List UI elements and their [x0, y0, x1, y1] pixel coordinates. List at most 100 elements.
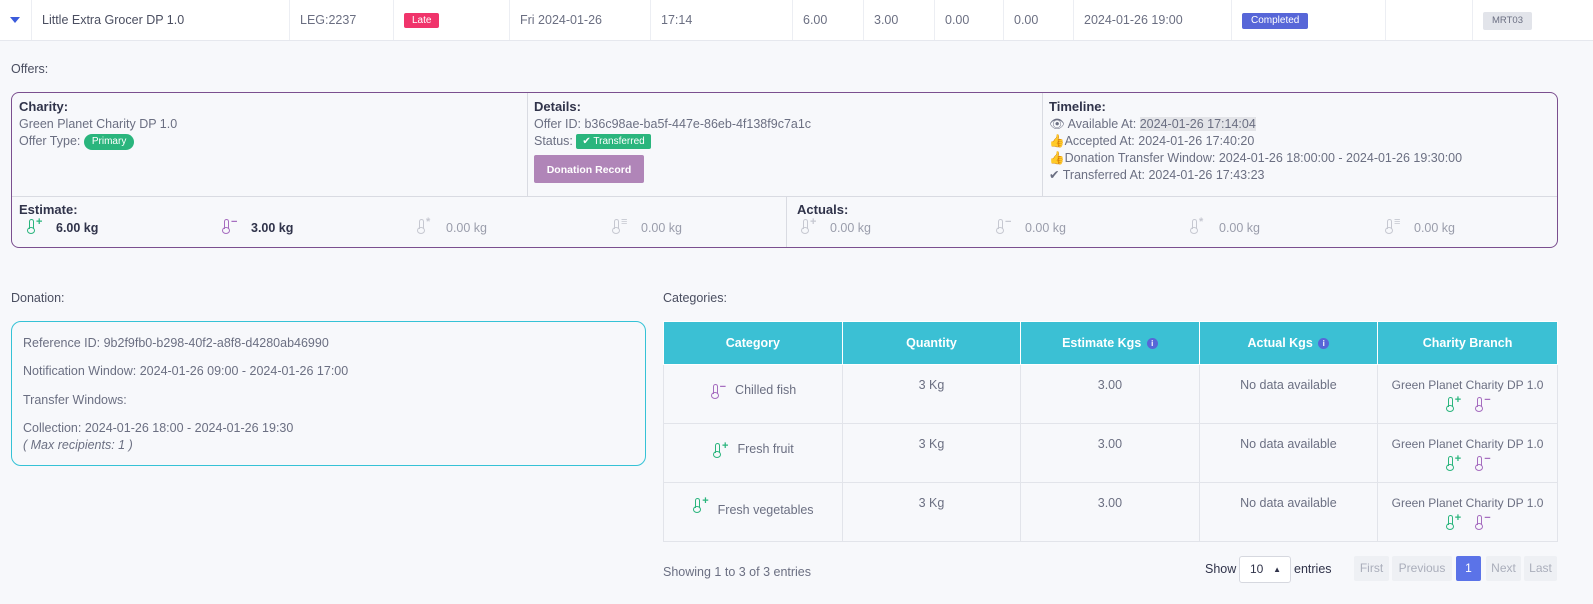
offer-id: Offer ID: b36c98ae-ba5f-447e-86eb-4f138f…: [534, 117, 812, 131]
thumbs-up-icon: 👍: [1049, 151, 1065, 165]
details-heading: Details:: [534, 99, 581, 114]
actual-fresh: + 0.00 kg: [800, 217, 871, 235]
thermometer-plus-icon: +: [1445, 513, 1461, 530]
quantity-value: 3 Kg: [918, 378, 945, 392]
thermometer-minus-icon: −: [710, 382, 726, 399]
category-name: Chilled fish: [735, 383, 797, 398]
category-cell: − Chilled fish: [663, 364, 843, 424]
quantity-value: 3 Kg: [918, 437, 945, 451]
thermometer-plus-icon: +: [1445, 454, 1461, 471]
estimate-section: Estimate: + 6.00 kg − 3.00 kg * 0.00 kg …: [12, 196, 786, 247]
thermometer-snow-icon: *: [416, 217, 432, 234]
status-cell: Completed: [1231, 0, 1386, 40]
table-header-row: Category Quantity Estimate Kgs i Actual …: [663, 321, 1558, 365]
estimate-fresh: + 6.00 kg: [26, 217, 98, 235]
actuals-heading: Actuals:: [797, 202, 849, 217]
header-quantity[interactable]: Quantity: [841, 321, 1022, 365]
code-cell: MRT03: [1472, 0, 1593, 40]
transferred-label: Transferred At:: [1062, 168, 1145, 182]
row-date: Fri 2024-01-26: [509, 0, 651, 40]
divider: [786, 196, 787, 247]
branch-name: Green Planet Charity DP 1.0: [1391, 378, 1544, 392]
transferred-badge: ✔ Transferred: [576, 134, 651, 150]
primary-pill: Primary: [83, 133, 135, 150]
header-estimate-label: Estimate Kgs: [1062, 336, 1142, 350]
category-cell: + Fresh fruit: [663, 423, 843, 483]
first-page-button[interactable]: First: [1354, 556, 1389, 581]
donation-label: Donation:: [11, 291, 65, 305]
show-label: Show: [1205, 562, 1237, 576]
thermometer-plus-icon: +: [1445, 395, 1461, 412]
completed-badge: Completed: [1242, 12, 1309, 29]
page-1-button[interactable]: 1: [1456, 556, 1481, 581]
estimate-value: 3.00: [1097, 496, 1123, 510]
actual-value: 0.00 kg: [830, 221, 872, 235]
thermometer-minus-icon: −: [1474, 513, 1491, 530]
estimate-cell: 3.00: [1020, 482, 1200, 542]
donation-record-button[interactable]: Donation Record: [534, 155, 644, 183]
header-branch[interactable]: Charity Branch: [1377, 321, 1558, 365]
collection-window: Collection: 2024-01-26 18:00 - 2024-01-2…: [23, 421, 294, 435]
next-page-button[interactable]: Next: [1486, 556, 1521, 581]
available-value: 2024-01-26 17:14:04: [1139, 117, 1256, 131]
last-page-button[interactable]: Last: [1524, 556, 1557, 581]
info-icon[interactable]: i: [1318, 338, 1330, 350]
charity-name: Green Planet Charity DP 1.0: [19, 117, 178, 131]
chevron-updown-icon: ▲: [1273, 565, 1281, 574]
thermometer-minus-icon: −: [1474, 454, 1491, 471]
check-icon: ✔: [1049, 168, 1060, 182]
thermometer-snow-icon: *: [1189, 217, 1205, 234]
branch-name: Green Planet Charity DP 1.0: [1391, 437, 1544, 451]
row-value-3: 0.00: [934, 0, 1004, 40]
quantity-value: 3 Kg: [918, 496, 945, 510]
actual-chilled: − 0.00 kg: [995, 217, 1066, 235]
thermometer-minus-icon: −: [995, 217, 1011, 234]
header-category[interactable]: Category: [663, 321, 843, 365]
header-actual[interactable]: Actual Kgs i: [1198, 321, 1379, 365]
thermometer-lines-icon: ≡: [611, 217, 627, 234]
page-size-value: 10: [1250, 562, 1264, 576]
info-icon[interactable]: i: [1146, 338, 1158, 350]
branch-cell: Green Planet Charity DP 1.0 + −: [1377, 482, 1558, 542]
branch-cell: Green Planet Charity DP 1.0 + −: [1377, 364, 1558, 424]
expand-caret-icon[interactable]: [10, 17, 20, 23]
available-label: Available At:: [1067, 117, 1137, 131]
estimate-cell: 3.00: [1020, 364, 1200, 424]
page-size-select[interactable]: 10 ▲: [1239, 556, 1291, 583]
category-cell: + Fresh vegetables: [663, 482, 843, 542]
entries-info: Showing 1 to 3 of 3 entries: [663, 565, 812, 579]
timeline-heading: Timeline:: [1049, 99, 1106, 114]
categories-label: Categories:: [663, 291, 727, 305]
row-leg: LEG:2237: [289, 0, 394, 40]
branch-name: Green Planet Charity DP 1.0: [1391, 496, 1544, 510]
row-value-1: 6.00: [792, 0, 864, 40]
category-content: + Fresh vegetables: [664, 496, 842, 517]
estimate-value: 3.00: [1097, 437, 1123, 451]
thermometer-minus-icon: −: [1474, 395, 1491, 412]
max-recipients: ( Max recipients: 1 ): [23, 438, 133, 452]
late-badge: Late: [404, 13, 440, 29]
branch-icons: + −: [1378, 513, 1557, 530]
branch-icons: + −: [1378, 395, 1557, 412]
estimate-ambient: ≡ 0.00 kg: [611, 217, 682, 235]
job-row[interactable]: Little Extra Grocer DP 1.0 LEG:2237 Late…: [0, 0, 1593, 41]
estimate-frozen: * 0.00 kg: [416, 217, 487, 235]
details-section: Details: Offer ID: b36c98ae-ba5f-447e-86…: [527, 93, 1042, 196]
thermometer-plus-icon: +: [26, 217, 42, 234]
accepted-value: 2024-01-26 17:40:20: [1138, 134, 1255, 148]
offer-card: Charity: Green Planet Charity DP 1.0 Off…: [11, 92, 1558, 248]
accepted-label: Accepted At:: [1064, 134, 1135, 148]
actual-value: 0.00 kg: [1219, 221, 1261, 235]
estimate-value: 3.00 kg: [251, 221, 294, 235]
previous-page-button[interactable]: Previous: [1392, 556, 1452, 581]
charity-heading: Charity:: [19, 99, 69, 114]
thermometer-plus-icon: +: [800, 217, 816, 234]
category-name: Fresh vegetables: [717, 503, 814, 517]
category-content: − Chilled fish: [664, 382, 842, 399]
table-row: + Fresh fruit 3 Kg 3.00 No data availabl…: [663, 423, 1558, 483]
header-estimate[interactable]: Estimate Kgs i: [1020, 321, 1200, 365]
thermometer-plus-icon: +: [692, 496, 709, 513]
actual-value: 0.00 kg: [1025, 221, 1067, 235]
eye-icon: 👁: [1049, 117, 1065, 131]
branch-cell: Green Planet Charity DP 1.0 + −: [1377, 423, 1558, 483]
